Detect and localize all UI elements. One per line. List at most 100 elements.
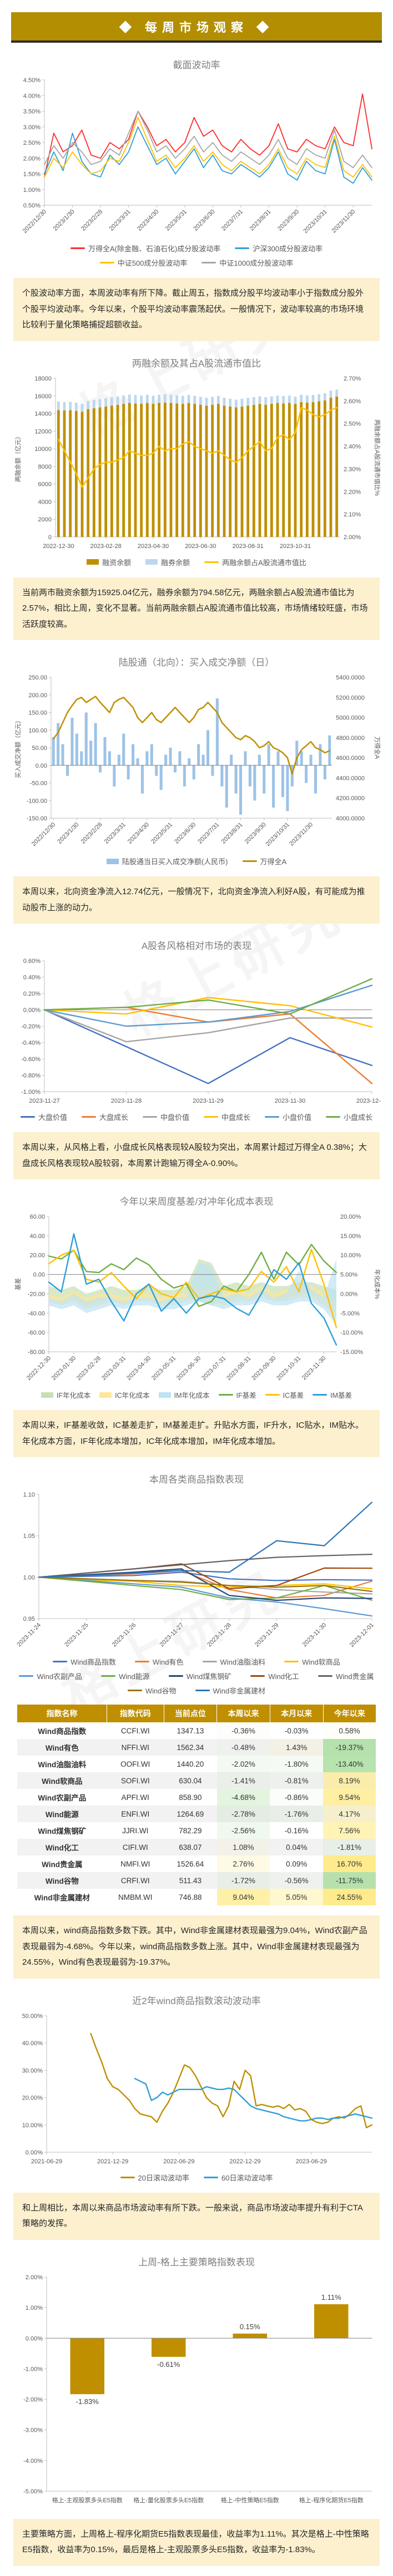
table-cell: -0.48%: [217, 1739, 270, 1756]
svg-text:2.40%: 2.40%: [344, 443, 361, 450]
svg-text:-20.00: -20.00: [28, 1291, 45, 1297]
table-cell: 0.58%: [323, 1722, 376, 1739]
svg-text:2.50%: 2.50%: [23, 140, 41, 146]
svg-text:30.00%: 30.00%: [22, 2067, 43, 2074]
svg-text:2023/5/31: 2023/5/31: [164, 209, 188, 232]
svg-text:2023-11-28: 2023-11-28: [111, 1098, 142, 1104]
margin-balance-chart: 0 2000 4000 6000 8000 10000 12000 14000 16000 180…: [14, 376, 381, 550]
svg-text:16000: 16000: [34, 393, 52, 399]
table-cell: -11.75%: [323, 1872, 376, 1889]
legend-item: Wind非金属建材: [195, 1685, 265, 1696]
table-header-cell: 指数代码: [107, 1705, 164, 1722]
table-cell: Wind谷物: [45, 1877, 79, 1885]
svg-text:2.10%: 2.10%: [344, 511, 361, 518]
svg-text:3.50%: 3.50%: [23, 109, 41, 115]
svg-text:2023-08-31: 2023-08-31: [225, 1355, 252, 1382]
style-performance-chart: -1.00% -0.80% -0.60% -0.40% -0.20% 0.00% 0.20%…: [21, 958, 381, 1104]
table-cell: 746.88: [179, 1893, 202, 1901]
chart-title-style: A股各风格相对市场的表现: [141, 941, 252, 951]
svg-text:6000: 6000: [38, 481, 52, 488]
legend-item: IC基差: [265, 1390, 304, 1400]
svg-text:2022/12/30: 2022/12/30: [22, 209, 48, 235]
table-header-cell: 今年以来: [323, 1705, 376, 1722]
svg-text:2023-11-25: 2023-11-25: [63, 1622, 90, 1649]
svg-text:2023/4/30: 2023/4/30: [127, 822, 150, 845]
legend-item: Wind煤焦钢矿: [168, 1671, 231, 1681]
svg-text:-40.00: -40.00: [28, 1310, 45, 1317]
svg-text:20.00%: 20.00%: [22, 2095, 43, 2101]
commodity-vol-legend: 20日滚动波动率 60日滚动波动率: [14, 2172, 379, 2183]
svg-text:0.00%: 0.00%: [26, 2335, 43, 2342]
svg-text:-0.40%: -0.40%: [21, 1040, 41, 1047]
svg-text:1.05: 1.05: [23, 1533, 35, 1540]
table-cell: 1526.64: [177, 1859, 204, 1868]
svg-text:4600.0000: 4600.0000: [336, 755, 365, 762]
svg-text:1.10: 1.10: [23, 1492, 35, 1498]
legend-item: 小盘价值: [265, 1112, 311, 1122]
svg-text:5000.0000: 5000.0000: [336, 715, 365, 722]
legend-item: Wind有色: [134, 1656, 184, 1667]
chart-title-margin: 两融余额及其占A股流通市值比: [132, 358, 261, 369]
chart-title-basis: 今年以来周度基差/对冲年化成本表现: [119, 1196, 274, 1207]
strategy-section: 上周-格上主要策略指数表现 -5.00% -4.00% -3.00% -2.00% -1…: [0, 2254, 393, 2566]
svg-text:-1.00%: -1.00%: [23, 2366, 43, 2372]
table-cell: -1.76%: [270, 1806, 324, 1822]
svg-text:格上-程序化期货E5指数: 格上-程序化期货E5指数: [299, 2496, 364, 2504]
svg-text:-60.00: -60.00: [28, 1330, 45, 1336]
svg-text:2023/8/31: 2023/8/31: [249, 209, 273, 232]
svg-text:格上-中性策略E5指数: 格上-中性策略E5指数: [221, 2496, 279, 2504]
volatility-legend: 万得全A(除金融、石油石化)成分股波动率 沪深300成分股波动率 中证500成分股波…: [41, 243, 352, 268]
svg-text:2022-06-29: 2022-06-29: [163, 2158, 194, 2165]
table-cell: 9.04%: [216, 1889, 270, 1905]
legend-item: 小盘成长: [326, 1112, 372, 1122]
legend-item: 两融余额占A股流通市值比: [204, 557, 306, 567]
svg-text:2023/2/28: 2023/2/28: [80, 822, 104, 845]
strategy-bar-chart: -5.00% -4.00% -3.00% -2.00% -1.00% 0.00% 1.00%…: [23, 2274, 372, 2504]
svg-text:2023-03-31: 2023-03-31: [100, 1355, 127, 1382]
svg-text:两融余额（亿元）: 两融余额（亿元）: [14, 433, 22, 482]
table-cell: 9.54%: [323, 1789, 376, 1806]
svg-text:2023/1/30: 2023/1/30: [52, 209, 76, 232]
legend-item: Wind软商品: [284, 1656, 340, 1667]
table-cell: 4.17%: [323, 1806, 376, 1822]
svg-text:2023-02-28: 2023-02-28: [75, 1355, 102, 1382]
svg-text:2.00%: 2.00%: [26, 2274, 43, 2281]
table-cell: JJRI.WI: [122, 1826, 149, 1835]
table-cell: -13.40%: [323, 1756, 376, 1772]
svg-text:2.20%: 2.20%: [344, 489, 361, 495]
svg-text:万得全A: 万得全A: [374, 737, 381, 759]
svg-text:-15.00%: -15.00%: [340, 1349, 363, 1356]
table-cell: -0.81%: [270, 1772, 324, 1789]
table-cell: -0.86%: [270, 1789, 324, 1806]
legend-item: IF基差: [218, 1390, 256, 1400]
chart-title-strategy: 上周-格上主要策略指数表现: [138, 2256, 255, 2268]
svg-text:2.70%: 2.70%: [344, 376, 361, 382]
commodity-vol-chart: 0.00% 10.00% 20.00% 30.00% 40.00% 50.00% 2021-…: [22, 2013, 373, 2165]
svg-text:2023/4/30: 2023/4/30: [136, 209, 160, 232]
svg-text:两融余额占A股流通市值比%: 两融余额占A股流通市值比%: [374, 419, 381, 495]
note-commodity-week: 本周以来，wind商品指数多数下跌。其中，Wind非金属建材表现最强为9.04%…: [13, 1915, 380, 1979]
svg-text:1.50%: 1.50%: [23, 171, 41, 178]
svg-text:-0.20%: -0.20%: [21, 1023, 41, 1030]
table-row: Wind软商品 SOFI.WI 630.04 -1.41% -0.81% 8.19%: [17, 1772, 376, 1789]
table-cell: 1440.20: [177, 1759, 204, 1768]
svg-text:2.30%: 2.30%: [344, 466, 361, 473]
table-cell: NMFI.WI: [120, 1859, 150, 1868]
table-cell: 1264.69: [177, 1809, 204, 1818]
volatility-chart: 0.50% 1.00% 1.50% 2.00% 2.50% 3.00% 3.50% 4.00%…: [22, 77, 372, 235]
svg-text:0: 0: [48, 534, 52, 541]
svg-text:-0.60%: -0.60%: [21, 1056, 41, 1063]
svg-text:年化成本%: 年化成本%: [374, 1269, 381, 1299]
svg-text:1.00%: 1.00%: [23, 187, 41, 194]
svg-text:2023-08-31: 2023-08-31: [233, 543, 264, 550]
svg-text:2023-04-30: 2023-04-30: [125, 1355, 152, 1382]
table-cell: -1.72%: [216, 1872, 270, 1889]
svg-text:-10.00%: -10.00%: [340, 1330, 363, 1336]
table-cell: CIFI.WI: [122, 1843, 148, 1852]
legend-item: 万得全A(除金融、石油石化)成分股波动率: [70, 243, 220, 253]
svg-text:2023-11-30: 2023-11-30: [301, 1355, 328, 1382]
legend-item: 大盘成长: [81, 1112, 128, 1122]
table-cell: -19.37%: [323, 1739, 376, 1756]
basis-cost-chart: -80.00 -60.00 -40.00 -20.00 0.00 20.00 40.00 60…: [14, 1214, 381, 1382]
table-cell: -1.80%: [270, 1756, 324, 1772]
